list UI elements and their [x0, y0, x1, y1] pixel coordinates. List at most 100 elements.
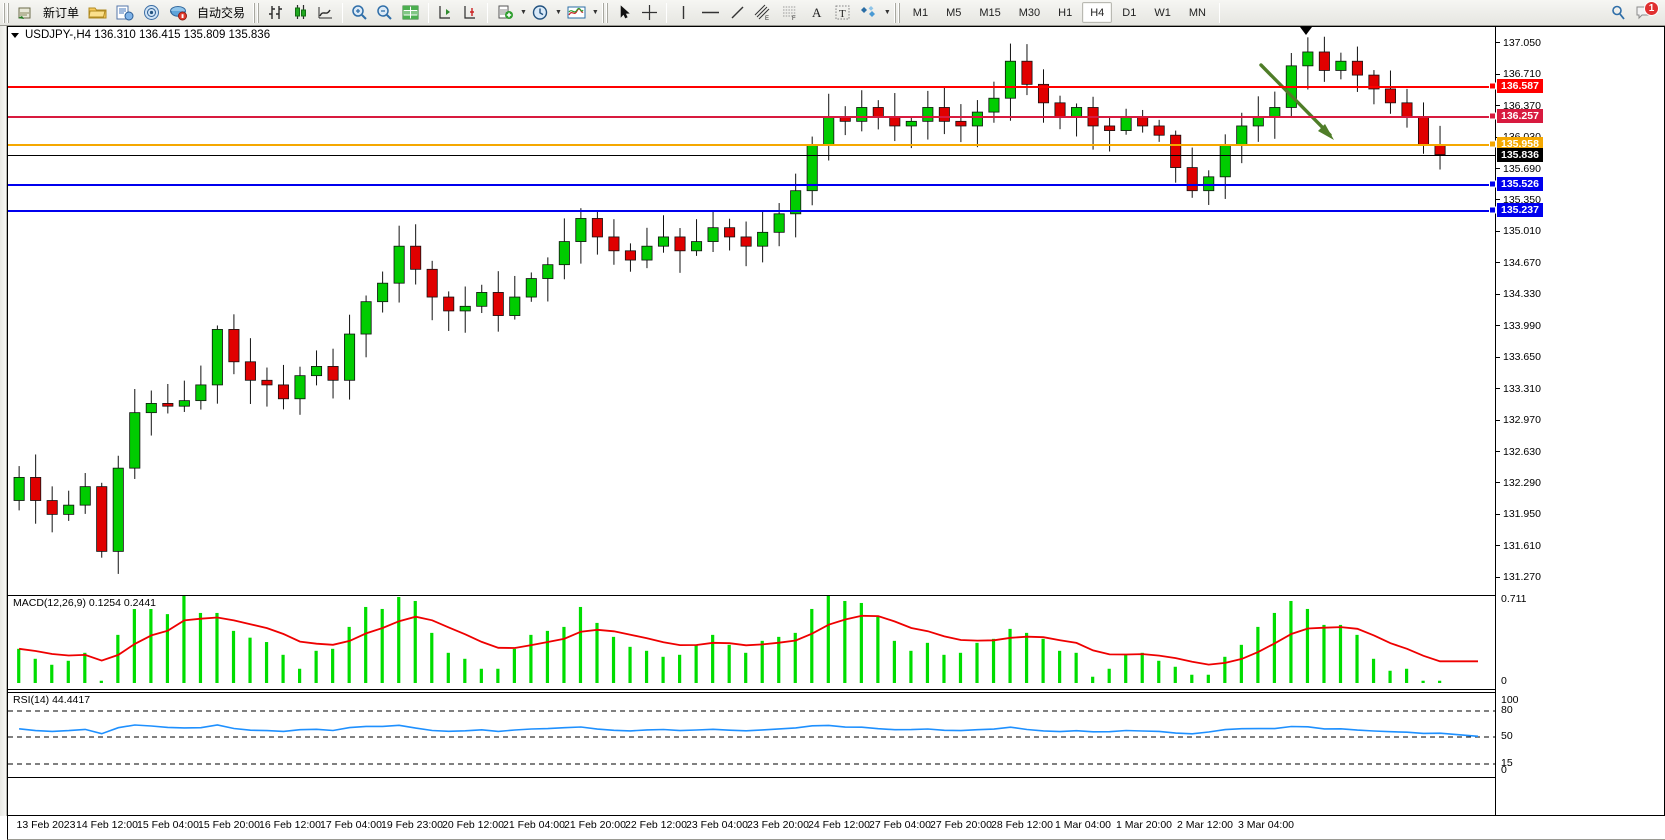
timeframe-m15[interactable]: M15	[979, 6, 1001, 19]
price-tick: 137.050	[1496, 37, 1541, 49]
terminal-button[interactable]	[112, 2, 137, 24]
price-level-tag-pivot-orange[interactable]: 135.958	[1497, 136, 1543, 151]
cursor-button[interactable]	[613, 2, 636, 24]
time-tick-label: 28 Feb 12:00	[991, 819, 1053, 831]
macd-bar	[678, 654, 682, 683]
toolbar-grip-4[interactable]	[893, 2, 901, 23]
macd-bar	[430, 632, 434, 683]
autotrading-label[interactable]: 自动交易	[197, 6, 246, 20]
timeframe-m1[interactable]: M1	[912, 6, 929, 19]
level-line-135836[interactable]	[8, 154, 1495, 156]
candle	[277, 384, 289, 400]
line-chart-button[interactable]	[314, 2, 337, 24]
horizontal-line-button[interactable]	[697, 2, 724, 24]
level-line-135958[interactable]	[8, 143, 1495, 146]
macd-bar	[116, 634, 120, 683]
auto-scroll-button[interactable]	[434, 2, 457, 24]
macd-bar	[1190, 674, 1194, 683]
candle	[244, 361, 256, 381]
text-button[interactable]: A	[805, 2, 828, 24]
search-button[interactable]	[1607, 2, 1630, 24]
macd-bar	[1140, 652, 1144, 683]
time-tick-label: 1 Mar 04:00	[1054, 819, 1112, 831]
folder-button[interactable]	[85, 2, 110, 24]
toolbar-grip-2[interactable]	[253, 2, 261, 23]
new-order-label[interactable]: 新订单	[43, 6, 80, 20]
price-level-handle[interactable]	[1489, 82, 1496, 90]
price-pane[interactable]	[8, 27, 1495, 593]
notifications-button[interactable]: 1	[1632, 0, 1659, 24]
vertical-line-button[interactable]	[672, 2, 695, 24]
chart-grid-button[interactable]	[398, 2, 423, 24]
macd-bar	[727, 644, 731, 683]
macd-bar	[562, 626, 566, 683]
level-line-135526[interactable]	[8, 183, 1495, 186]
zoom-out-button[interactable]	[373, 2, 396, 24]
time-axis[interactable]: 13 Feb 2023 14 Feb 12:00 15 Feb 04:00 15 Fe…	[7, 816, 1665, 840]
signals-button[interactable]	[139, 2, 164, 24]
chart-shift-icon	[464, 6, 476, 19]
zoom-in-button[interactable]	[348, 2, 371, 24]
indicators-button[interactable]	[493, 2, 518, 24]
price-level-tag-resistance-lower[interactable]: 136.257	[1497, 109, 1543, 124]
toolbar-separator-1	[342, 2, 344, 23]
level-line-135237[interactable]	[8, 210, 1495, 213]
templates-caret-icon[interactable]: ▼	[591, 9, 599, 16]
candle	[1021, 60, 1033, 85]
level-line-136257[interactable]	[8, 116, 1495, 119]
chart-menu-triangle-icon[interactable]	[11, 32, 19, 38]
timeframe-h4[interactable]: H4	[1082, 2, 1113, 23]
timeframe-m30[interactable]: M30	[1018, 6, 1041, 19]
chart-shift-button[interactable]	[459, 2, 482, 24]
signal-icon	[144, 5, 160, 20]
new-order-button[interactable]	[14, 2, 37, 24]
templates-button[interactable]	[563, 2, 590, 24]
shapes-caret-icon[interactable]: ▼	[883, 9, 891, 16]
periods-button[interactable]	[528, 2, 553, 24]
macd-pane[interactable]: MACD(12,26,9) 0.1254 0.2441	[8, 595, 1495, 690]
candle	[327, 366, 339, 381]
candle	[509, 296, 521, 316]
toolbar-separator-3	[487, 2, 489, 23]
rsi-pane[interactable]: RSI(14) 44.4417	[8, 692, 1495, 778]
candle	[393, 245, 405, 284]
text-label-button[interactable]: T	[830, 2, 855, 24]
indicators-caret-icon[interactable]: ▼	[520, 9, 527, 16]
price-level-tag-resistance-upper[interactable]: 136.587	[1497, 78, 1543, 93]
timeframe-h1[interactable]: H1	[1058, 6, 1073, 19]
candlestick-chart-button[interactable]	[289, 2, 312, 24]
candle	[112, 467, 124, 552]
shapes-button[interactable]	[857, 2, 882, 24]
timeframe-w1[interactable]: W1	[1154, 6, 1171, 19]
price-level-handle[interactable]	[1489, 206, 1496, 214]
price-level-handle[interactable]	[1489, 180, 1496, 188]
timeframe-mn[interactable]: MN	[1188, 6, 1206, 19]
timeframe-d1[interactable]: D1	[1122, 6, 1137, 19]
candle	[938, 107, 950, 122]
candle	[178, 400, 190, 407]
price-level-handle[interactable]	[1489, 140, 1496, 148]
level-line-136587[interactable]	[8, 85, 1495, 88]
equidistant-channel-button[interactable]: E	[751, 2, 776, 24]
price-level-tag-support-upper[interactable]: 135.526	[1497, 176, 1543, 191]
price-level-handle[interactable]	[1489, 112, 1496, 120]
bar-chart-button[interactable]	[264, 2, 287, 24]
candle	[889, 116, 901, 127]
crosshair-button[interactable]	[638, 2, 661, 24]
chart-frame[interactable]: USDJPY-,H4 136.310 136.415 135.809 135.8…	[7, 26, 1665, 816]
autotrading-button[interactable]	[166, 2, 191, 24]
price-level-tag-support-lower[interactable]: 135.237	[1497, 203, 1543, 218]
toolbar-grip[interactable]	[3, 2, 10, 23]
price-level-tag-current-price[interactable]: 135.836	[1497, 147, 1543, 162]
chart-symbol-text: USDJPY-,H4 136.310 136.415 135.809 135.8…	[25, 29, 271, 41]
macd-bar	[66, 660, 70, 683]
toolbar-grip-3[interactable]	[601, 2, 609, 23]
macd-bar	[1107, 668, 1111, 683]
trendline-button[interactable]	[726, 2, 749, 24]
periods-caret-icon[interactable]: ▼	[554, 9, 562, 16]
fibonacci-button[interactable]: F	[778, 2, 803, 24]
chart-left-scrollbar[interactable]	[0, 26, 7, 816]
timeframe-m5[interactable]: M5	[946, 6, 962, 19]
price-scale[interactable]: 137.050136.710136.370136.030135.690135.3…	[1489, 27, 1664, 815]
macd-signal-line	[18, 614, 1478, 666]
